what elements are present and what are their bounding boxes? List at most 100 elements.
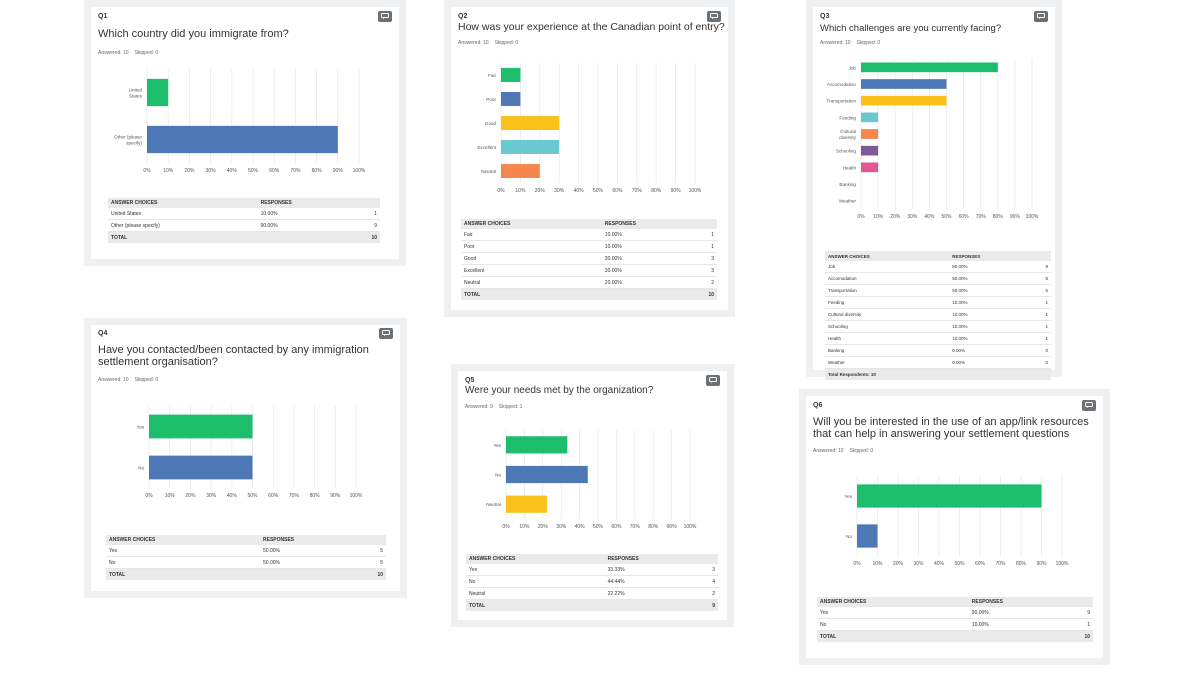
table-row: Excellent 30.00% 3 bbox=[461, 264, 717, 277]
column-header-count bbox=[1030, 251, 1051, 261]
choice-cell: United States bbox=[108, 208, 258, 220]
x-tick-label: 60% bbox=[959, 214, 970, 220]
category-label: No bbox=[846, 534, 852, 539]
total-row: TOTAL 10 bbox=[817, 630, 1093, 642]
table-row: Weather 0.00% 0 bbox=[825, 356, 1051, 369]
total-value: 10 bbox=[1063, 630, 1093, 642]
question-title: Will you be interested in the use of an … bbox=[813, 416, 1089, 440]
bar bbox=[147, 78, 169, 107]
count-cell: 1 bbox=[1030, 296, 1051, 309]
category-label: Accomodation bbox=[827, 82, 857, 87]
x-tick-label: 20% bbox=[890, 214, 901, 220]
column-header-count bbox=[350, 198, 380, 208]
percent-cell: 10.00% bbox=[949, 308, 1031, 321]
question-number: Q3 bbox=[820, 13, 830, 20]
count-cell: 0 bbox=[1030, 344, 1051, 357]
x-tick-label: 30% bbox=[206, 493, 217, 499]
x-tick-label: 50% bbox=[593, 188, 604, 194]
choice-cell: Cultural diversity bbox=[825, 308, 950, 321]
choice-cell: No bbox=[106, 556, 260, 569]
total-value bbox=[1030, 368, 1051, 380]
answer-meta: Answered: 10 Skipped: 0 bbox=[458, 40, 524, 46]
question-title: Which country did you immigrate from? bbox=[98, 28, 289, 40]
x-tick-label: 80% bbox=[310, 493, 321, 499]
bar-chart-q5: 0% 10% 20% 30% 40% 50% 60% 70% 80% 90% 100% Yes No Ne… bbox=[486, 430, 697, 530]
skipped-count: Skipped: 0 bbox=[849, 448, 874, 454]
table-row: Transportation 50.00% 5 bbox=[825, 284, 1051, 297]
question-title: Were your needs met by the organization? bbox=[465, 385, 654, 396]
bar bbox=[506, 495, 547, 513]
table-row: United States 10.00% 1 bbox=[108, 208, 380, 220]
comment-icon[interactable] bbox=[1034, 11, 1048, 22]
total-value: 10 bbox=[356, 568, 386, 580]
comment-icon[interactable] bbox=[379, 328, 393, 339]
bar bbox=[861, 162, 879, 173]
category-label: Cultural diversity bbox=[839, 129, 857, 140]
answered-count: Answered: 10 bbox=[813, 448, 844, 454]
total-row: TOTAL 10 bbox=[108, 231, 380, 243]
column-header-choices: ANSWER CHOICES bbox=[106, 535, 260, 545]
count-cell: 1 bbox=[1063, 618, 1093, 631]
question-panel: Q3 Which challenges are you currently fa… bbox=[813, 7, 1055, 380]
answer-meta: Answered: 10 Skipped: 0 bbox=[98, 377, 164, 383]
x-tick-label: 80% bbox=[648, 524, 659, 530]
question-number: Q1 bbox=[98, 13, 108, 20]
bar bbox=[861, 62, 998, 73]
bar bbox=[501, 164, 540, 178]
table-row: Accomodation 50.00% 5 bbox=[825, 272, 1051, 285]
x-tick-label: 20% bbox=[184, 168, 195, 174]
x-tick-label: 100% bbox=[353, 168, 366, 174]
category-label: Weather bbox=[839, 199, 857, 204]
skipped-count: Skipped: 0 bbox=[856, 40, 881, 46]
response-table: ANSWER CHOICES RESPONSES Job 80.00% 8 Accomod… bbox=[825, 251, 1051, 380]
percent-cell: 90.00% bbox=[968, 607, 1064, 619]
x-tick-label: 60% bbox=[612, 188, 623, 194]
count-cell: 5 bbox=[1030, 284, 1051, 297]
x-tick-label: 30% bbox=[556, 524, 567, 530]
choice-cell: Yes bbox=[466, 564, 605, 576]
percent-cell: 33.33% bbox=[604, 564, 697, 576]
count-cell: 1 bbox=[350, 208, 380, 220]
category-label: Feeding bbox=[839, 115, 856, 120]
choice-cell: Neutral bbox=[461, 276, 602, 289]
comment-icon[interactable] bbox=[706, 375, 720, 386]
column-header-choices: ANSWER CHOICES bbox=[461, 219, 602, 229]
count-cell: 1 bbox=[689, 229, 717, 241]
table-row: Banking 0.00% 0 bbox=[825, 344, 1051, 357]
x-tick-label: 50% bbox=[593, 524, 604, 530]
answer-meta: Answered: 10 Skipped: 0 bbox=[820, 40, 886, 46]
response-table: ANSWER CHOICES RESPONSES Yes 50.00% 5 No 50.00… bbox=[106, 535, 386, 580]
column-header-choices: ANSWER CHOICES bbox=[466, 554, 605, 564]
x-tick-label: 100% bbox=[1026, 214, 1039, 220]
table-header-row: ANSWER CHOICES RESPONSES bbox=[106, 535, 386, 545]
total-label: TOTAL bbox=[817, 630, 969, 642]
table-row: No 50.00% 5 bbox=[106, 556, 386, 569]
x-tick-label: 30% bbox=[206, 168, 217, 174]
choice-cell: Good bbox=[461, 252, 602, 265]
column-header-responses: RESPONSES bbox=[260, 535, 357, 545]
table-row: Other (please specify) 90.00% 9 bbox=[108, 219, 380, 232]
category-label: Neutral bbox=[486, 502, 501, 507]
bar bbox=[861, 79, 947, 89]
category-label: Health bbox=[843, 165, 857, 170]
percent-cell: 80.00% bbox=[949, 261, 1031, 273]
table-row: Fair 10.00% 1 bbox=[461, 229, 717, 241]
count-cell: 4 bbox=[696, 575, 718, 588]
x-tick-label: 70% bbox=[290, 168, 301, 174]
question-card-q6: Q6 Will you be interested in the use of … bbox=[799, 389, 1110, 665]
comment-icon[interactable] bbox=[1082, 400, 1096, 411]
comment-icon[interactable] bbox=[707, 11, 721, 22]
x-tick-label: 30% bbox=[907, 214, 918, 220]
choice-cell: Job bbox=[825, 261, 950, 273]
category-label: Job bbox=[849, 65, 857, 70]
response-table: ANSWER CHOICES RESPONSES Yes 33.33% 3 No 44.44… bbox=[466, 554, 718, 611]
x-tick-label: 90% bbox=[671, 188, 682, 194]
comment-icon[interactable] bbox=[378, 11, 392, 22]
count-cell: 5 bbox=[356, 556, 386, 569]
x-tick-label: 80% bbox=[651, 188, 662, 194]
x-tick-label: 80% bbox=[993, 214, 1004, 220]
count-cell: 3 bbox=[689, 252, 717, 265]
table-row: Neutral 22.22% 2 bbox=[466, 587, 718, 600]
count-cell: 1 bbox=[689, 240, 717, 253]
category-label: Fair bbox=[488, 73, 496, 78]
